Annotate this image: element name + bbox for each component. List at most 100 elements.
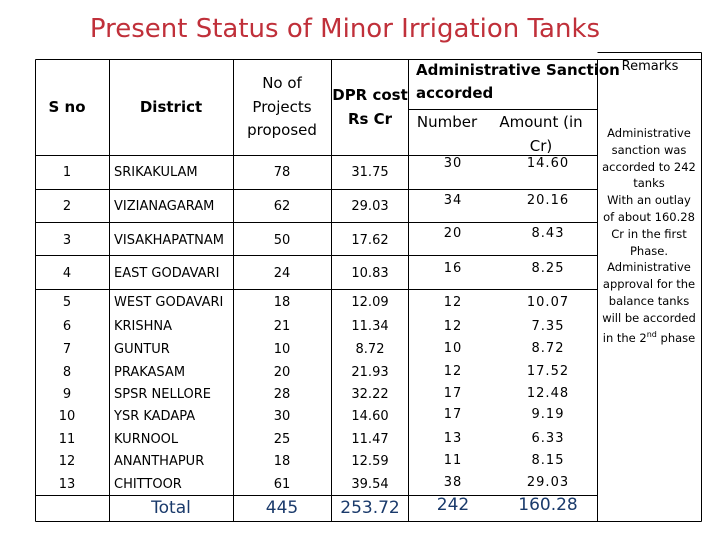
header-projects-line3: proposed — [247, 121, 317, 139]
header-dpr-line1: DPR cost — [332, 86, 408, 104]
cell-number: 20 — [443, 226, 463, 241]
cell-amount: 29.03 — [526, 475, 570, 490]
cell-sno: 5 — [62, 295, 72, 310]
remarks-text: Administrative sanction was accorded to … — [600, 125, 698, 346]
remarks-line: Cr in the first — [611, 226, 687, 241]
total-projects: 445 — [265, 498, 299, 518]
cell-dpr: 31.75 — [351, 165, 389, 180]
cell-district: KRISHNA — [114, 319, 173, 334]
cell-dpr: 12.09 — [351, 295, 389, 310]
cell-number: 30 — [443, 156, 463, 171]
total-label: Total — [151, 498, 191, 518]
cell-dpr: 11.34 — [351, 319, 389, 334]
remarks-line: Administrative — [607, 126, 691, 140]
cell-projects: 30 — [273, 409, 291, 424]
cell-sno: 1 — [62, 165, 72, 180]
remarks-line: balance tanks — [608, 293, 690, 308]
cell-sno: 2 — [62, 199, 72, 214]
cell-dpr: 32.22 — [351, 387, 389, 402]
cell-projects: 78 — [273, 165, 291, 180]
cell-sno: 9 — [62, 387, 72, 402]
cell-number: 34 — [443, 193, 463, 208]
cell-dpr: 8.72 — [355, 342, 385, 357]
cell-district: PRAKASAM — [114, 365, 186, 380]
header-number: Number — [416, 113, 478, 131]
cell-amount: 8.43 — [531, 226, 565, 241]
cell-number: 17 — [443, 386, 463, 401]
cell-number: 17 — [443, 407, 463, 422]
cell-projects: 61 — [273, 477, 291, 492]
cell-dpr: 21.93 — [351, 365, 389, 380]
header-sno: S no — [48, 98, 86, 116]
remarks-line: approval for the — [602, 277, 696, 292]
cell-district: SPSR NELLORE — [114, 387, 211, 402]
page-title: Present Status of Minor Irrigation Tanks — [89, 14, 601, 44]
header-projects-line1: No of — [262, 74, 302, 92]
cell-dpr: 12.59 — [351, 454, 389, 469]
cell-projects: 18 — [273, 454, 291, 469]
cell-dpr: 17.62 — [351, 233, 389, 248]
cell-district: GUNTUR — [114, 342, 170, 357]
cell-sno: 11 — [58, 432, 76, 447]
cell-number: 38 — [443, 475, 463, 490]
cell-dpr: 39.54 — [351, 477, 389, 492]
remarks-line: in the 2nd phase — [600, 327, 698, 347]
header-dpr-line2: Rs Cr — [347, 110, 393, 128]
total-number: 242 — [436, 495, 470, 515]
remarks-superscript: nd — [646, 329, 657, 339]
cell-amount: 7.35 — [531, 319, 565, 334]
cell-projects: 62 — [273, 199, 291, 214]
cell-number: 12 — [443, 364, 463, 379]
cell-amount: 8.15 — [531, 453, 565, 468]
cell-number: 10 — [443, 341, 463, 356]
remarks-line-part: in the 2 — [602, 330, 647, 345]
remarks-line: will be accorded — [602, 310, 696, 325]
cell-amount: 10.07 — [526, 295, 570, 310]
cell-number: 12 — [443, 319, 463, 334]
cell-district: SRIKAKULAM — [114, 165, 198, 180]
header-amount-line2: Cr) — [529, 137, 553, 155]
header-projects-line2: Projects — [252, 98, 312, 116]
cell-sno: 13 — [58, 477, 76, 492]
cell-projects: 20 — [273, 365, 291, 380]
cell-sno: 7 — [62, 342, 72, 357]
cell-number: 12 — [443, 295, 463, 310]
cell-amount: 17.52 — [526, 364, 570, 379]
remarks-line: tanks — [633, 176, 665, 191]
cell-projects: 25 — [273, 432, 291, 447]
cell-district: YSR KADAPA — [114, 409, 196, 424]
header-admin-line2: accorded — [416, 84, 494, 102]
remarks-line: accorded to 242 — [602, 159, 696, 174]
cell-district: EAST GODAVARI — [114, 266, 220, 281]
cell-amount: 20.16 — [526, 193, 570, 208]
cell-sno: 3 — [62, 233, 72, 248]
total-amount: 160.28 — [518, 495, 578, 515]
remarks-line: With an outlay — [607, 193, 691, 208]
remarks-line: sanction was — [611, 142, 687, 157]
cell-amount: 8.72 — [531, 341, 565, 356]
cell-projects: 21 — [273, 319, 291, 334]
cell-sno: 4 — [62, 266, 72, 281]
remarks-line-part: phase — [656, 330, 696, 345]
cell-dpr: 29.03 — [351, 199, 389, 214]
remarks-line: Administrative — [607, 260, 691, 275]
cell-district: VIZIANAGARAM — [114, 199, 215, 214]
cell-projects: 28 — [273, 387, 291, 402]
cell-amount: 9.19 — [531, 407, 565, 422]
remarks-line: Phase. — [630, 243, 668, 258]
cell-sno: 8 — [62, 365, 72, 380]
cell-projects: 10 — [273, 342, 291, 357]
header-remarks: Remarks — [621, 59, 679, 74]
cell-number: 16 — [443, 261, 463, 276]
cell-district: KURNOOL — [114, 432, 179, 447]
total-dpr: 253.72 — [340, 498, 400, 518]
cell-projects: 18 — [273, 295, 291, 310]
cell-district: WEST GODAVARI — [114, 295, 224, 310]
remarks-line: of about 160.28 — [603, 209, 695, 224]
cell-number: 13 — [443, 431, 463, 446]
cell-district: CHITTOOR — [114, 477, 182, 492]
cell-dpr: 10.83 — [351, 266, 389, 281]
cell-amount: 6.33 — [531, 431, 565, 446]
header-amount-line1: Amount (in — [499, 113, 583, 131]
